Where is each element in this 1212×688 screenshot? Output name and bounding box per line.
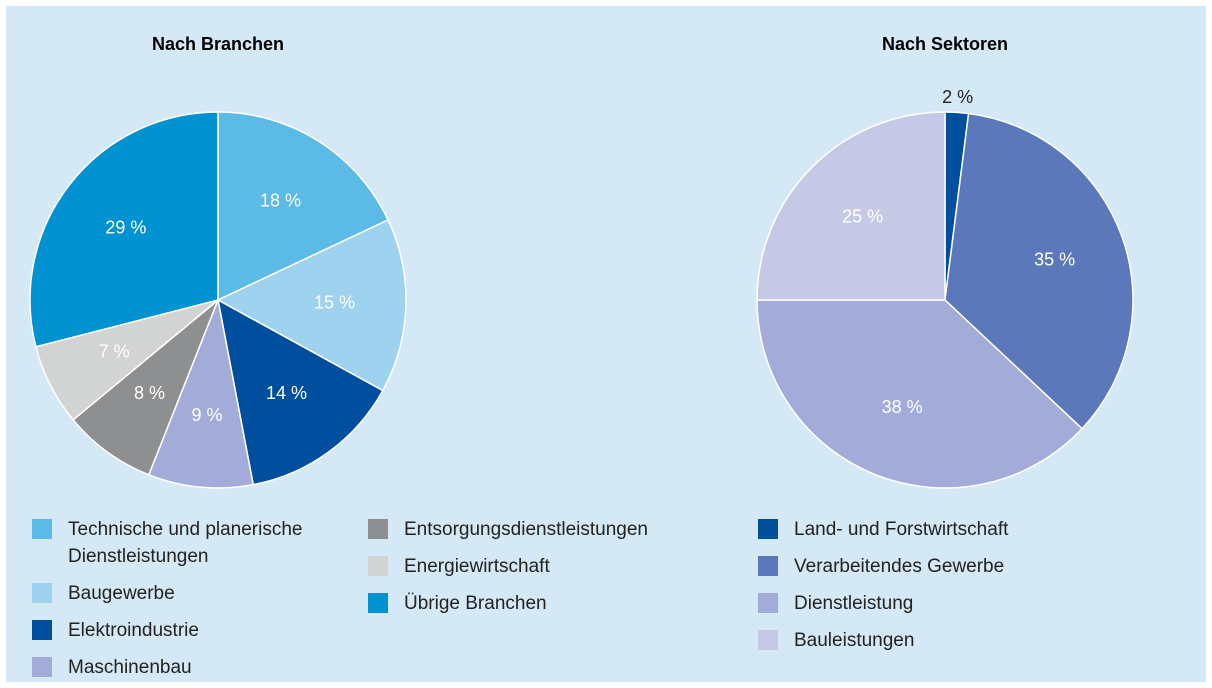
legend: Land- und Forstwirtschaft Verarbeitendes … — [758, 516, 1088, 654]
data-label: 7 % — [99, 342, 130, 362]
legend-item: Maschinenbau — [32, 654, 332, 681]
pie-slice — [147, 297, 255, 489]
legend-item: Elektroindustrie — [32, 617, 332, 644]
legend-label: Bauleistungen — [794, 630, 915, 651]
legend-swatch — [758, 630, 778, 650]
data-label: 29 % — [105, 217, 146, 237]
pie-slice — [756, 111, 946, 301]
legend-label: Verarbeitendes Gewerbe — [794, 556, 1005, 577]
legend-item: Übrige Branchen — [368, 590, 698, 617]
legend-label: Land- und Forstwirtschaft — [794, 519, 1009, 540]
pie-slice — [29, 111, 219, 348]
legend-item: Energiewirtschaft — [368, 553, 698, 580]
legend-label: Maschinenbau — [68, 657, 192, 678]
data-label: 8 % — [134, 383, 165, 403]
legend-swatch — [32, 583, 52, 603]
legend-swatch — [368, 556, 388, 576]
legend-label: Baugewerbe — [68, 583, 175, 604]
pie-slice — [216, 298, 384, 486]
data-label: 9 % — [192, 405, 223, 425]
chart-title: Nach Sektoren — [882, 34, 1008, 54]
legend: Entsorgungsdienstleistungen Energiewirtsc… — [368, 516, 698, 617]
pie-slice — [756, 299, 1084, 489]
legend-swatch — [368, 593, 388, 613]
data-label: 2 % — [942, 87, 973, 107]
legend-swatch — [32, 519, 52, 539]
legend-swatch — [368, 519, 388, 539]
legend-swatch — [32, 657, 52, 677]
legend-swatch — [758, 519, 778, 539]
pie-slice — [216, 218, 407, 392]
legend-item: Dienstleistung — [758, 590, 1088, 617]
data-label: 38 % — [882, 397, 923, 417]
legend-swatch — [758, 556, 778, 576]
pie-slice — [217, 111, 390, 302]
legend-label: Übrige Branchen — [404, 593, 547, 614]
legend-label: Elektroindustrie — [68, 620, 199, 641]
legend-label: Dienstleistung — [794, 593, 914, 614]
legend-item: Land- und Forstwirtschaft — [758, 516, 1088, 543]
data-label: 15 % — [314, 292, 355, 312]
legend-item: Technische und planerische Dienstleistun… — [32, 516, 332, 570]
legend-item: Entsorgungsdienstleistungen — [368, 516, 698, 543]
legend-swatch — [32, 620, 52, 640]
data-label: 18 % — [260, 190, 301, 210]
pie-slice — [944, 112, 1134, 430]
legend-label: Energiewirtschaft — [404, 556, 550, 577]
legend-item: Baugewerbe — [32, 580, 332, 607]
legend-label: Technische und planerische Dienstleistun… — [68, 519, 303, 567]
chart-title: Nach Branchen — [152, 34, 284, 54]
legend-item: Verarbeitendes Gewerbe — [758, 553, 1088, 580]
data-label: 25 % — [842, 206, 883, 226]
legend: Technische und planerische Dienstleistun… — [32, 516, 332, 681]
data-label: 14 % — [266, 383, 307, 403]
legend-item: Bauleistungen — [758, 627, 1088, 654]
pie-slice — [72, 299, 219, 476]
data-label: 35 % — [1034, 249, 1075, 269]
legend-label: Entsorgungsdienstleistungen — [404, 519, 649, 540]
legend-swatch — [758, 593, 778, 613]
